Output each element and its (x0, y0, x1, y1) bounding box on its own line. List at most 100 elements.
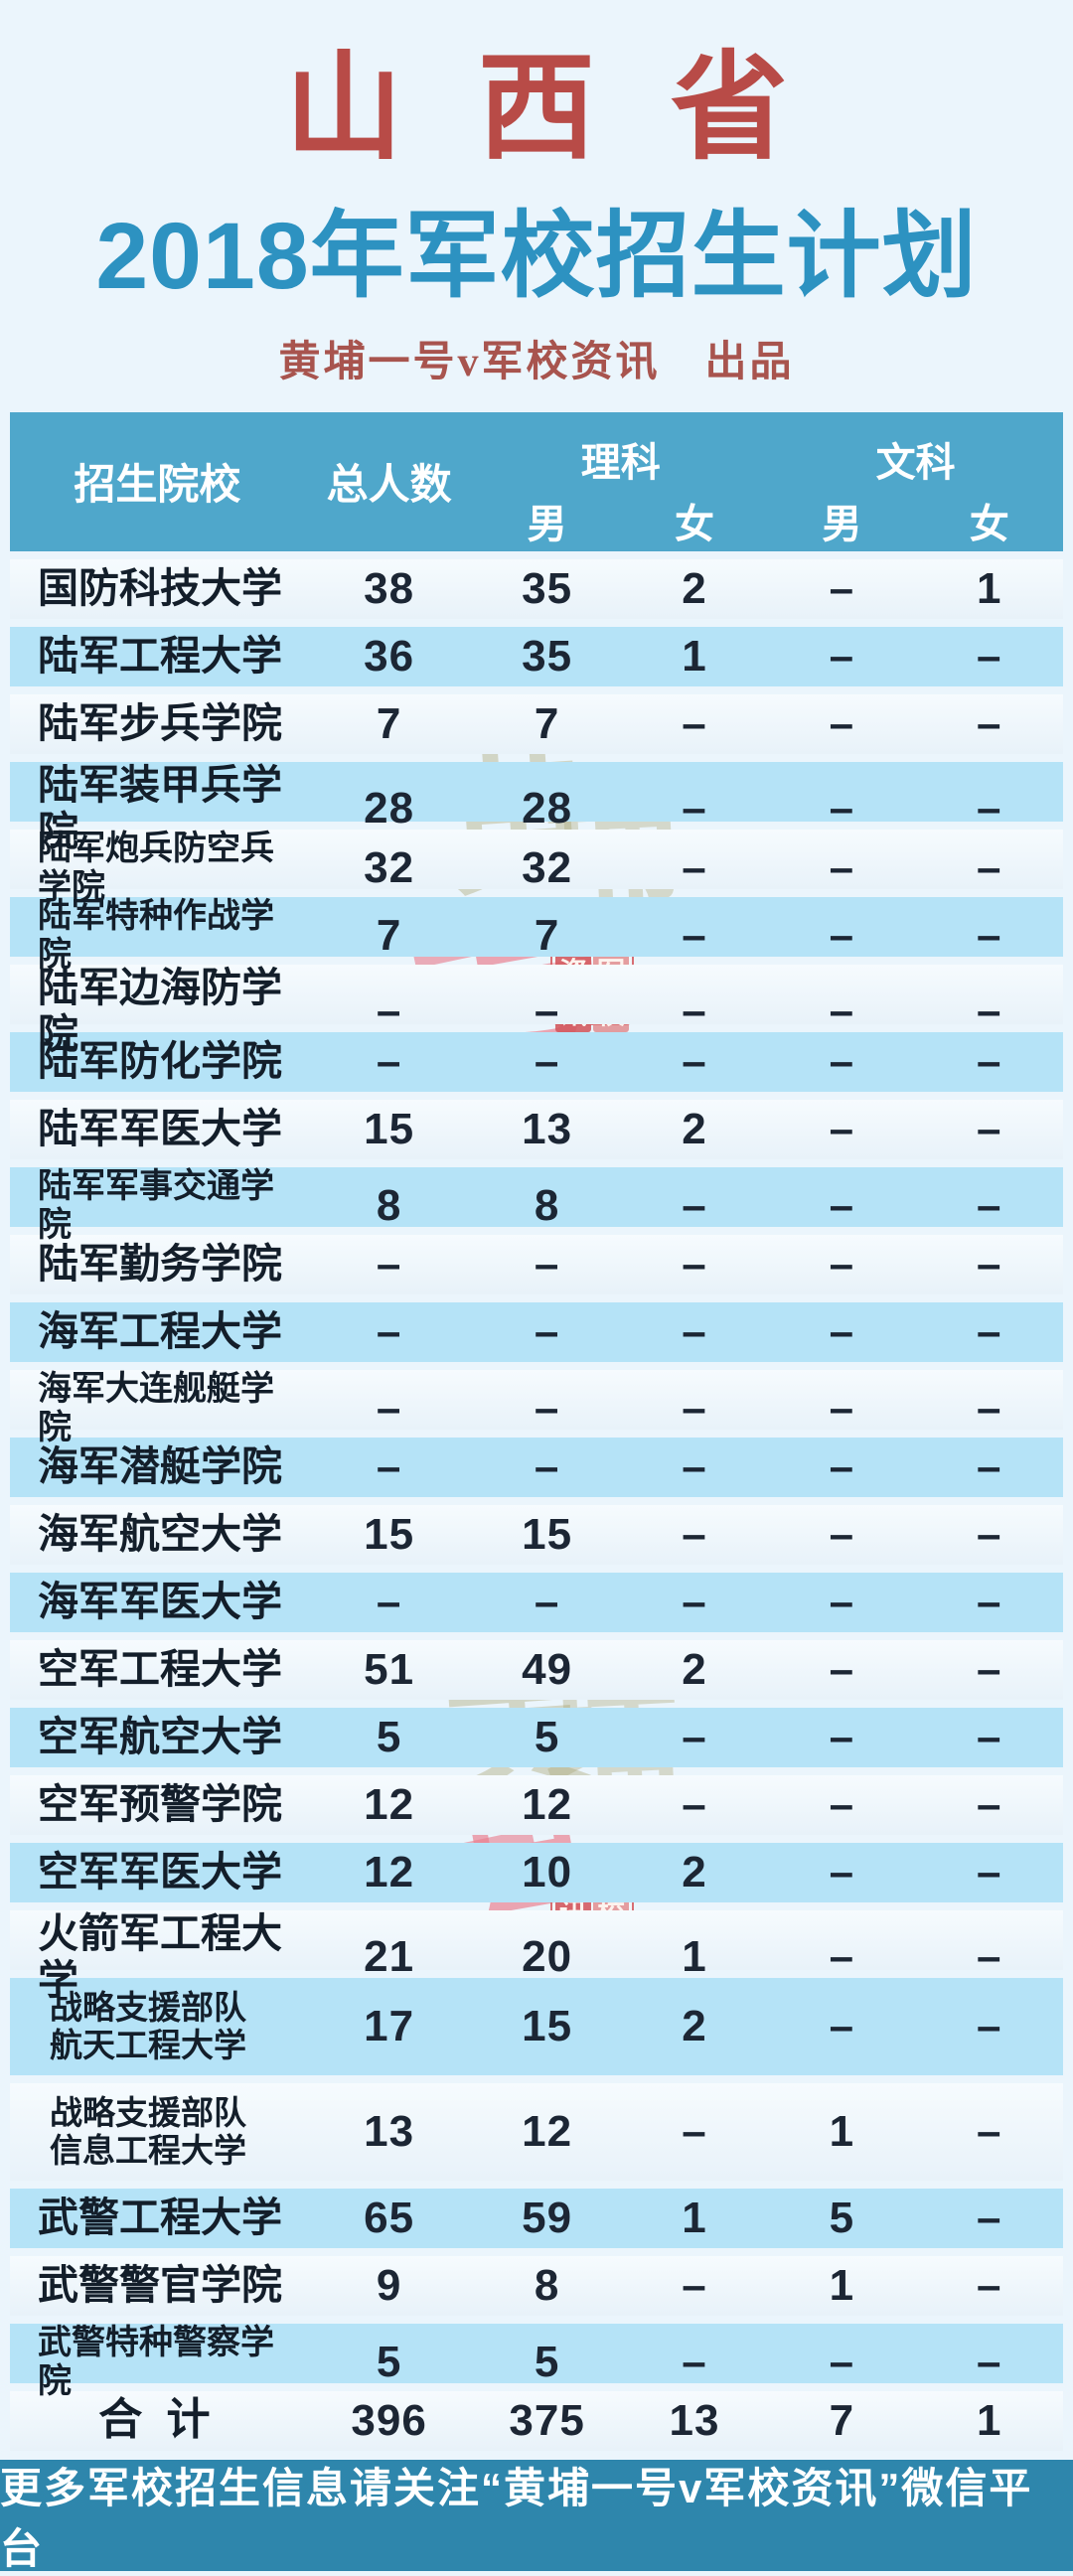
arts-female-count: – (977, 1779, 1002, 1829)
school-name: 海军大连舰艇学院 (38, 1369, 274, 1446)
total-science-female: 13 (669, 2395, 720, 2445)
table-row: 陆军炮兵防空兵学院 32 32 – – – (10, 829, 1063, 906)
school-name: 陆军军医大学 (38, 1106, 282, 1152)
column-header-science-female: 女 (674, 502, 714, 546)
table-row: 陆军工程大学 36 35 1 – – (10, 626, 1063, 686)
table-row: 陆军防化学院 – – – – – (10, 1031, 1063, 1092)
table-row: 武警特种警察学院 5 5 – – – (10, 2323, 1063, 2400)
arts-female-count: – (977, 1104, 1002, 1153)
science-male-count: 32 (522, 842, 573, 892)
arts-male-count: – (829, 1712, 855, 1761)
arts-male-count: – (829, 842, 855, 892)
arts-male-count: – (829, 1931, 855, 1981)
arts-male-count: – (829, 910, 855, 960)
arts-male-count: – (829, 1577, 855, 1626)
arts-male-count: – (829, 2337, 855, 2386)
total-count: 9 (376, 2260, 402, 2310)
arts-female-count: 1 (977, 563, 1002, 613)
arts-female-count: – (977, 698, 1002, 748)
page-title: 2018年军校招生计划 (95, 203, 978, 309)
total-count: – (376, 1306, 402, 1356)
arts-male-count: – (829, 1779, 855, 1829)
total-count: 51 (364, 1644, 415, 1694)
science-male-count: 20 (522, 1931, 573, 1981)
science-male-count: 5 (534, 2337, 560, 2386)
arts-female-count: – (977, 1036, 1002, 1086)
arts-female-count: – (977, 842, 1002, 892)
science-male-count: 35 (522, 631, 573, 681)
column-header-arts-male: 男 (822, 502, 862, 546)
arts-male-count: – (829, 1036, 855, 1086)
total-arts-male: 7 (829, 2395, 855, 2445)
science-female-count: – (682, 698, 707, 748)
school-name: 海军军医大学 (38, 1579, 282, 1625)
science-male-count: 35 (522, 563, 573, 613)
science-female-count: – (682, 1383, 707, 1433)
science-female-count: – (682, 2106, 707, 2156)
school-name: 空军航空大学 (38, 1714, 282, 1760)
table-row: 陆军军事交通学院 8 8 – – – (10, 1166, 1063, 1244)
science-female-count: – (682, 910, 707, 960)
science-female-count: – (682, 1577, 707, 1626)
byline: 黄埔一号v军校资讯 出品 (278, 340, 795, 386)
school-name: 陆军步兵学院 (38, 700, 282, 747)
science-female-count: 2 (682, 563, 707, 613)
table-row: 陆军装甲兵学院 28 28 – – – (10, 761, 1063, 854)
science-female-count: 2 (682, 1847, 707, 1896)
science-female-count: 2 (682, 2001, 707, 2050)
total-count: – (376, 985, 402, 1035)
table-header: 招生院校 总人数 理科 文科 男 女 男 女 (10, 411, 1063, 551)
science-female-count: – (682, 985, 707, 1035)
science-female-count: 1 (682, 631, 707, 681)
total-count: 13 (364, 2106, 415, 2156)
arts-female-count: – (977, 2106, 1002, 2156)
arts-female-count: – (977, 2193, 1002, 2242)
total-count: – (376, 1383, 402, 1433)
arts-male-count: – (829, 1847, 855, 1896)
school-name: 海军潜艇学院 (38, 1443, 282, 1490)
arts-male-count: – (829, 698, 855, 748)
table-total-row: 合 计 396 375 13 7 1 (10, 2390, 1063, 2451)
school-name: 战略支援部队 信息工程大学 (50, 2093, 246, 2169)
total-count: 36 (364, 631, 415, 681)
science-female-count: – (682, 2260, 707, 2310)
table-row: 国防科技大学 38 35 2 – 1 (10, 558, 1063, 619)
table-row: 陆军步兵学院 7 7 – – – (10, 693, 1063, 754)
table-row: 武警工程大学 65 59 1 5 – (10, 2188, 1063, 2248)
science-male-count: 7 (534, 698, 560, 748)
school-name: 空军工程大学 (38, 1646, 282, 1693)
total-count: 12 (364, 1779, 415, 1829)
total-count: 7 (376, 910, 402, 960)
arts-male-count: – (829, 1441, 855, 1491)
column-header-arts-female: 女 (969, 502, 1009, 546)
school-name: 陆军炮兵防空兵学院 (38, 829, 274, 906)
science-female-count: – (682, 842, 707, 892)
table-body: 国防科技大学 38 35 2 – 1 陆军工程大学 36 35 1 – – 陆军… (10, 558, 1063, 2451)
table-row: 海军潜艇学院 – – – – – (10, 1437, 1063, 1497)
table-row: 海军工程大学 – – – – – (10, 1301, 1063, 1362)
arts-female-count: – (977, 1441, 1002, 1491)
table-row: 空军航空大学 5 5 – – – (10, 1707, 1063, 1767)
arts-male-count: – (829, 631, 855, 681)
footer-banner: 更多军校招生信息请关注“黄埔一号v军校资讯”微信平台 (0, 2460, 1073, 2572)
enrollment-table: 招生院校 总人数 理科 文科 男 女 男 女 国防科技大学 38 35 2 – … (10, 411, 1063, 2451)
table-row: 海军航空大学 15 15 – – – (10, 1504, 1063, 1565)
total-count: 8 (376, 1180, 402, 1230)
arts-female-count: – (977, 985, 1002, 1035)
arts-male-count: – (829, 1180, 855, 1230)
science-female-count: – (682, 1306, 707, 1356)
school-name: 陆军工程大学 (38, 633, 282, 680)
total-count: 65 (364, 2193, 415, 2242)
column-header-total: 总人数 (326, 461, 452, 509)
table-row: 火箭军工程大学 21 20 1 – – (10, 1909, 1063, 2003)
total-count: 17 (364, 2001, 415, 2050)
science-male-count: – (534, 1441, 560, 1491)
science-male-count: 15 (522, 2001, 573, 2050)
table-row: 陆军勤务学院 – – – – – (10, 1234, 1063, 1294)
science-female-count: – (682, 2337, 707, 2386)
total-label: 合 计 (98, 2395, 217, 2445)
table-row: 空军预警学院 12 12 – – – (10, 1774, 1063, 1835)
province-title: 山西省 (284, 43, 863, 174)
school-name: 武警特种警察学院 (38, 2323, 274, 2400)
total-count: 12 (364, 1847, 415, 1896)
